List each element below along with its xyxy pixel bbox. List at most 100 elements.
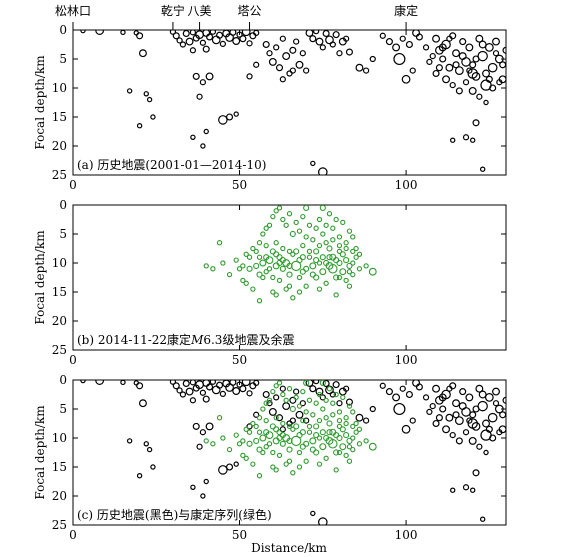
historical-quake-point — [409, 67, 416, 74]
historical-quake-point — [485, 75, 493, 83]
place-label: 乾宁 — [161, 3, 185, 18]
kangding-quake-point — [313, 423, 320, 430]
kangding-quake-point — [343, 415, 349, 421]
historical-quake-point — [415, 383, 423, 391]
historical-quake-point — [176, 387, 183, 394]
historical-quake-point — [362, 417, 370, 424]
historical-quake-point — [429, 52, 436, 60]
kangding-quake-point — [290, 295, 296, 301]
kangding-quake-point — [326, 386, 333, 392]
historical-quake-point — [405, 390, 413, 399]
kangding-quake-point — [333, 467, 339, 473]
kangding-quake-point — [220, 260, 226, 266]
historical-quake-point — [310, 510, 316, 517]
kangding-quake-point — [286, 386, 293, 392]
historical-quake-point — [176, 37, 183, 44]
kangding-quake-point — [350, 271, 356, 278]
historical-quake-point — [305, 30, 314, 37]
historical-quake-point — [136, 122, 143, 129]
historical-quake-point — [169, 30, 177, 35]
kangding-quake-point — [336, 274, 343, 281]
kangding-quake-point — [286, 262, 293, 269]
kangding-quake-point — [286, 446, 293, 453]
kangding-quake-point — [353, 429, 359, 435]
historical-quake-point — [385, 38, 393, 46]
historical-quake-point — [219, 390, 227, 398]
kangding-quake-point — [210, 441, 216, 447]
historical-quake-point — [438, 393, 447, 402]
historical-quake-point — [487, 62, 498, 73]
kangding-quake-point — [286, 248, 293, 255]
kangding-quake-point — [290, 251, 296, 257]
kangding-quake-point — [270, 213, 276, 220]
historical-quake-point — [299, 50, 306, 57]
historical-quake-point — [273, 394, 280, 401]
historical-quake-point — [239, 35, 247, 43]
historical-quake-point — [303, 67, 310, 74]
kangding-quake-point — [276, 277, 283, 284]
kangding-quake-point — [333, 257, 340, 264]
kangding-quake-point — [319, 205, 326, 211]
historical-quake-point — [401, 74, 411, 84]
kangding-quake-point — [276, 205, 283, 211]
historical-quake-point — [192, 72, 200, 80]
historical-quake-point — [345, 48, 353, 56]
kangding-quake-point — [260, 231, 266, 237]
historical-quake-point — [325, 35, 334, 45]
historical-quake-point — [315, 387, 324, 396]
kangding-quake-point — [273, 251, 280, 258]
historical-quake-point — [189, 380, 197, 386]
historical-quake-point — [80, 380, 86, 384]
historical-quake-point — [200, 143, 206, 149]
kangding-quake-point — [250, 461, 256, 467]
kangding-quake-point — [306, 254, 313, 260]
historical-quake-point — [310, 160, 316, 167]
historical-quake-point — [138, 49, 147, 58]
data-points — [80, 380, 506, 525]
kangding-quake-point — [323, 415, 329, 421]
historical-quake-point — [482, 69, 490, 78]
x-tick-label: 50 — [232, 178, 247, 192]
kangding-quake-point — [316, 260, 323, 266]
kangding-quake-point — [310, 412, 316, 418]
historical-quake-point — [355, 413, 364, 422]
historical-quake-point — [246, 40, 253, 47]
historical-quake-point — [422, 394, 430, 401]
historical-quake-point — [469, 411, 477, 419]
kangding-quake-point — [343, 452, 349, 459]
historical-quake-point — [229, 30, 237, 36]
historical-quake-point — [138, 399, 147, 408]
historical-quake-point — [446, 385, 453, 392]
kangding-quake-point — [233, 432, 239, 438]
historical-quake-point — [399, 35, 406, 42]
kangding-quake-point — [309, 446, 316, 453]
kangding-quake-point — [270, 388, 276, 395]
x-tick-label: 50 — [232, 528, 247, 542]
kangding-quake-point — [273, 415, 279, 421]
kangding-quake-point — [280, 245, 286, 252]
kangding-quake-point — [330, 225, 336, 231]
historical-quake-point — [452, 399, 460, 408]
kangding-quake-point — [300, 417, 306, 424]
kangding-quake-point — [303, 458, 309, 464]
place-label: 八美 — [188, 4, 212, 18]
historical-quake-point — [369, 405, 376, 413]
kangding-quake-point — [300, 213, 306, 220]
kangding-quake-point — [306, 248, 313, 255]
kangding-quake-point — [260, 449, 266, 456]
kangding-quake-point — [273, 240, 279, 246]
kangding-quake-point — [350, 435, 356, 441]
historical-quake-point — [169, 380, 177, 385]
kangding-quake-point — [343, 277, 349, 284]
kangding-quake-point — [316, 417, 323, 424]
kangding-quake-point — [326, 211, 333, 217]
kangding-quake-point — [226, 271, 233, 278]
kangding-quake-point — [339, 251, 346, 258]
historical-quake-point — [502, 46, 506, 54]
kangding-quake-point — [326, 429, 333, 436]
kangding-quake-point — [270, 449, 276, 456]
historical-quake-point — [293, 388, 300, 395]
historical-quake-point — [401, 424, 411, 434]
historical-quake-point — [232, 37, 241, 45]
